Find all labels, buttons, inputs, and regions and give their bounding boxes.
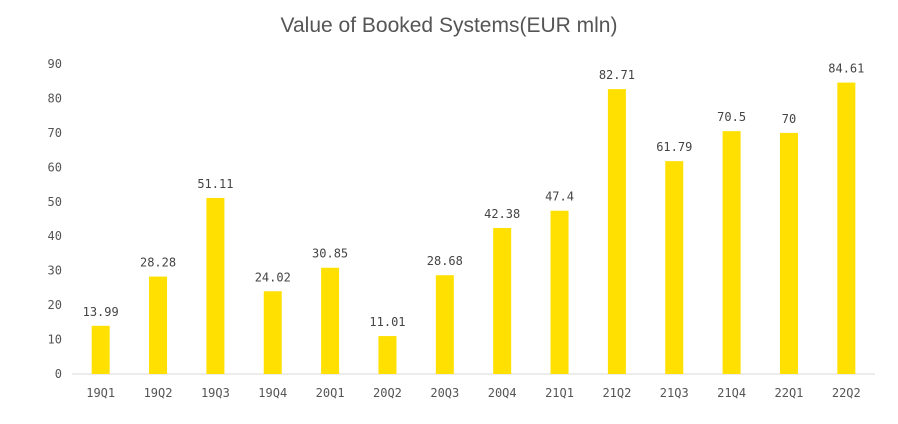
data-label: 70 <box>782 112 796 126</box>
x-tick-label: 20Q2 <box>373 386 402 400</box>
data-label: 51.11 <box>197 177 233 191</box>
y-tick-label: 40 <box>48 229 62 243</box>
x-tick-label: 20Q3 <box>430 386 459 400</box>
y-tick-label: 20 <box>48 298 62 312</box>
bar <box>263 291 282 374</box>
x-tick-label: 20Q4 <box>488 386 517 400</box>
bar <box>837 82 856 374</box>
data-label: 82.71 <box>599 68 635 82</box>
data-labels: 13.99 28.28 51.11 24.02 30.85 11.01 28.68 42.38… <box>83 62 865 330</box>
bar <box>435 275 454 374</box>
y-tick-label: 50 <box>48 195 62 209</box>
data-label: 30.85 <box>312 247 348 261</box>
data-label: 70.5 <box>717 110 746 124</box>
x-tick-label: 22Q2 <box>832 386 861 400</box>
bar <box>378 336 397 374</box>
bar <box>149 276 168 374</box>
x-tick-label: 21Q4 <box>717 386 746 400</box>
x-tick-label: 21Q1 <box>545 386 574 400</box>
x-tick-label: 19Q3 <box>201 386 230 400</box>
data-label: 84.61 <box>828 62 864 76</box>
y-tick-label: 60 <box>48 160 62 174</box>
x-tick-label: 19Q4 <box>258 386 287 400</box>
x-tick-label: 22Q1 <box>775 386 804 400</box>
data-label: 13.99 <box>83 305 119 319</box>
y-tick-label: 0 <box>55 367 62 381</box>
bars <box>91 82 856 375</box>
data-label: 28.68 <box>427 254 463 268</box>
data-label: 42.38 <box>484 207 520 221</box>
bar <box>321 267 340 374</box>
y-axis-ticks: 0 10 20 30 40 50 60 70 80 90 <box>48 57 62 381</box>
chart-title: Value of Booked Systems(EUR mln) <box>280 14 618 37</box>
x-axis-ticks: 19Q1 19Q2 19Q3 19Q4 20Q1 20Q2 20Q3 20Q4 21Q1 21Q2… <box>86 386 861 400</box>
data-label: 28.28 <box>140 256 176 270</box>
bar <box>550 210 569 374</box>
data-label: 24.02 <box>255 270 291 284</box>
bar <box>665 161 684 374</box>
y-tick-label: 70 <box>48 126 62 140</box>
x-tick-label: 21Q2 <box>602 386 631 400</box>
bar <box>91 325 110 374</box>
bar <box>206 197 225 374</box>
x-tick-label: 19Q2 <box>144 386 173 400</box>
y-tick-label: 90 <box>48 57 62 71</box>
y-tick-label: 80 <box>48 91 62 105</box>
bar <box>722 131 741 374</box>
bar <box>779 132 798 374</box>
data-label: 47.4 <box>545 190 574 204</box>
y-tick-label: 10 <box>48 333 62 347</box>
data-label: 11.01 <box>369 315 405 329</box>
bar <box>493 228 512 374</box>
bar <box>607 89 626 375</box>
data-label: 61.79 <box>656 140 692 154</box>
x-tick-label: 20Q1 <box>316 386 345 400</box>
y-tick-label: 30 <box>48 264 62 278</box>
x-tick-label: 19Q1 <box>86 386 115 400</box>
x-tick-label: 21Q3 <box>660 386 689 400</box>
